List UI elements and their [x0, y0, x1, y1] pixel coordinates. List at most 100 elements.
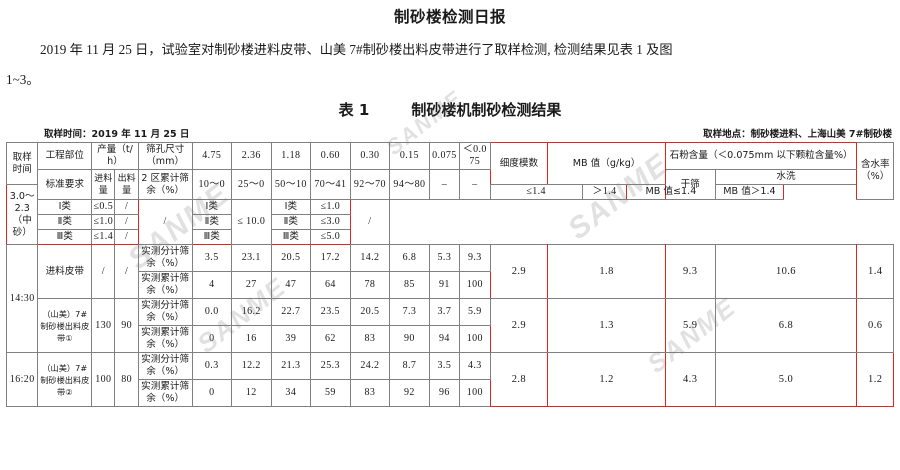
- table-row: 实测累计筛余（%） 0 16 39 62 83 90 94 100: [7, 325, 894, 353]
- std-fineness-value: 3.0～2.3（中砂）: [5, 184, 39, 245]
- row2-mb: 1.3: [547, 298, 666, 353]
- row1-ind-2: 20.5: [270, 244, 312, 272]
- standard-class-row-3: Ⅲ类 ≤1.4 / Ⅲ类 Ⅲ类 ≤5.0: [7, 229, 894, 245]
- row3-mb: 1.2: [547, 352, 666, 407]
- std-mb-gt-2: /: [114, 214, 139, 230]
- std-wash-mb-gt-label: MB 值＞1.4: [714, 184, 785, 200]
- header-sieve-size: 筛孔尺寸（mm）: [137, 142, 193, 170]
- row1-mb: 1.8: [547, 244, 666, 299]
- header-mb-value: MB 值（g/kg）: [547, 142, 666, 185]
- header-output-in: 进料量: [91, 169, 116, 200]
- header-sieve-0_15: 0.15: [389, 142, 430, 170]
- row2-ind-0: 0.0: [191, 298, 233, 326]
- table-row: 14:30 进料皮带 / / 实测分计筛余（%） 3.5 23.1 20.5 1…: [5, 244, 894, 353]
- row2-ind-3: 23.5: [310, 298, 351, 326]
- header-row-1: 取样时间 工程部位 产量（t/h） 筛孔尺寸（mm） 4.75 2.36 1.1…: [5, 142, 894, 200]
- std-zone2-1_18: 50～10: [270, 169, 312, 200]
- sample-place-label: 取样地点：制砂楼进料、上海山美 7#制砂楼: [703, 129, 892, 140]
- row3-moisture: 1.2: [856, 352, 894, 407]
- header-zone2-cum: 2 区累计筛余（%）: [137, 169, 193, 200]
- std-wash-mb-le-label: MB 值≤1.4: [626, 184, 716, 200]
- row1-ind-0: 3.5: [191, 244, 233, 272]
- row2-cum-0: 0: [191, 325, 233, 353]
- row1-ind-4: 14.2: [349, 244, 391, 272]
- row3-cum-0: 0: [191, 379, 233, 407]
- row2-water-wash: 6.8: [714, 298, 858, 353]
- std-zone2-lt-0_075: –: [459, 169, 491, 200]
- std-mb-class-1: Ⅰ类: [37, 199, 93, 215]
- detection-results-table: 取样时间 工程部位 产量（t/h） 筛孔尺寸（mm） 4.75 2.36 1.1…: [5, 142, 894, 407]
- std-mb-gt-label: ＞1.4: [581, 184, 628, 200]
- row3-cum-2: 34: [270, 379, 312, 407]
- row2-ind-1: 16.2: [231, 298, 272, 326]
- table-meta-row: 取样时间：2019 年 11 月 25 日 取样地点：制砂楼进料、上海山美 7#…: [0, 120, 900, 142]
- header-standard-req: 标准要求: [37, 169, 93, 200]
- row1-cum-6: 91: [428, 271, 461, 299]
- row1-ind-6: 5.3: [428, 244, 461, 272]
- row-label-cumulative-3: 实测累计筛余（%）: [137, 379, 193, 407]
- header-stone-powder: 石粉含量（＜0.075mm 以下颗粒含量%）: [664, 142, 858, 170]
- row2-cum-1: 16: [231, 325, 272, 353]
- row-part-2: （山美）7#制砂楼出料皮带①: [37, 298, 93, 353]
- row3-ind-1: 12.2: [231, 352, 272, 380]
- table-row: 16:20 （山美）7#制砂楼出料皮带② 100 80 实测分计筛余（%） 0.…: [5, 352, 894, 407]
- std-wash-gt-limit-2: ≤3.0: [310, 214, 351, 230]
- std-wash-le-class-2: Ⅱ类: [191, 214, 233, 230]
- std-wash-gt-limit-1: ≤1.0: [310, 199, 351, 215]
- row2-cum-2: 39: [270, 325, 312, 353]
- row2-fineness: 2.9: [489, 298, 549, 353]
- row1-moisture: 1.4: [856, 244, 894, 299]
- std-wash-le-class-1: Ⅰ类: [191, 199, 233, 215]
- std-zone2-0_075: –: [428, 169, 461, 200]
- row3-ind-2: 21.3: [270, 352, 312, 380]
- row-out-1: /: [114, 244, 139, 299]
- std-wash-gt-class-3: Ⅲ类: [270, 229, 312, 245]
- table-caption-title: 制砂楼机制砂检测结果: [411, 101, 562, 119]
- row-label-individual-3: 实测分计筛余（%）: [137, 352, 193, 380]
- row1-cum-0: 4: [191, 271, 233, 299]
- row-label-individual-2: 实测分计筛余（%）: [137, 298, 193, 326]
- row3-ind-0: 0.3: [191, 352, 233, 380]
- row-in-3: 100: [91, 352, 116, 407]
- std-zone2-0_15: 94～80: [389, 169, 430, 200]
- std-wash-gt-limit-3: ≤5.0: [310, 229, 351, 245]
- row-time-3: 16:20: [5, 352, 39, 407]
- row2-cum-3: 62: [310, 325, 351, 353]
- row2-ind-2: 22.7: [270, 298, 312, 326]
- header-sieve-0_30: 0.30: [349, 142, 391, 170]
- header-sieve-1_18: 1.18: [270, 142, 312, 170]
- row2-ind-5: 7.3: [389, 298, 430, 326]
- table-row: 实测累计筛余（%） 0 12 34 59 83 92 96 100: [7, 379, 894, 407]
- std-mb-le-3: ≤1.4: [91, 229, 116, 245]
- header-output: 产量（t/h）: [91, 142, 139, 170]
- page-title: 制砂楼检测日报: [393, 8, 506, 26]
- std-mb-le-1: ≤0.5: [91, 199, 116, 215]
- row1-water-wash: 10.6: [714, 244, 858, 299]
- std-zone2-0_30: 92～70: [349, 169, 391, 200]
- row1-cum-7: 100: [459, 271, 491, 299]
- std-wash-le-limit: ≤ 10.0: [231, 199, 272, 245]
- row-label-individual-1: 实测分计筛余（%）: [137, 244, 193, 272]
- intro-paragraph: 2019 年 11 月 25 日，试验室对制砂楼进料皮带、山美 7#制砂楼出料皮…: [0, 27, 900, 95]
- header-output-out: 出料量: [114, 169, 139, 200]
- header-sieve-0_075: 0.075: [428, 142, 461, 170]
- header-sieve-0_60: 0.60: [310, 142, 351, 170]
- header-sieve-4_75: 4.75: [191, 142, 233, 170]
- row1-cum-4: 78: [349, 271, 391, 299]
- row3-ind-4: 24.2: [349, 352, 391, 380]
- table-row: （山美）7#制砂楼出料皮带① 130 90 实测分计筛余（%） 0.0 16.2…: [7, 298, 894, 353]
- std-mb-gt-3: /: [114, 229, 139, 245]
- table-caption: 表 1 制砂楼机制砂检测结果: [0, 99, 900, 120]
- row3-dry-sieve: 4.3: [664, 352, 716, 407]
- header-row-3: 3.0～2.3（中砂） ≤1.4 ＞1.4 MB 值≤1.4 MB 值＞1.4: [5, 184, 894, 245]
- row1-cum-1: 27: [231, 271, 272, 299]
- row1-fineness: 2.9: [489, 244, 549, 299]
- std-wash-gt-class-2: Ⅱ类: [270, 214, 312, 230]
- row3-water-wash: 5.0: [714, 352, 858, 407]
- header-row-2: 标准要求 进料量 出料量 2 区累计筛余（%） 10～0 25～0 50～10 …: [7, 169, 894, 200]
- header-fineness-modulus: 细度模数: [489, 142, 549, 185]
- row1-cum-5: 85: [389, 271, 430, 299]
- std-mb-class-3: Ⅲ类: [37, 229, 93, 245]
- std-mb-gt-1: /: [114, 199, 139, 215]
- row-part-1: 进料皮带: [37, 244, 93, 299]
